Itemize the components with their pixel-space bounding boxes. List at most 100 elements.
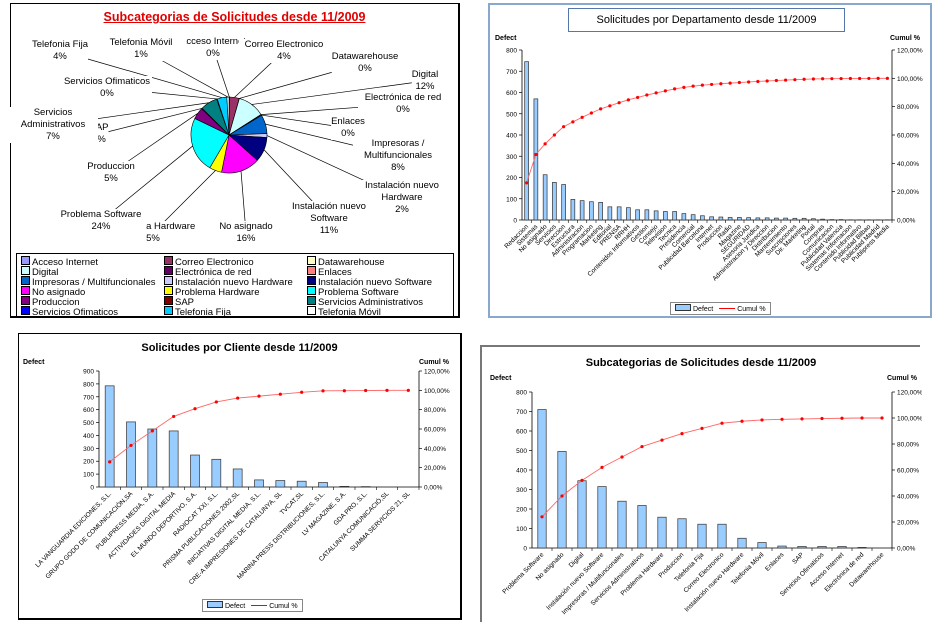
- legend-label: Impresoras / Multifuncionales: [32, 277, 156, 288]
- cumul-marker: [793, 78, 797, 82]
- chart-legend: Defect Cumul %: [670, 302, 771, 315]
- y-tick-label: 700: [506, 69, 517, 76]
- pie-chart-title: Subcategorias de Solicitudes desde 11/20…: [103, 10, 366, 24]
- pie-slice-label: Enlaces 0%: [331, 116, 365, 140]
- slice-name: Telefonia Fija: [32, 39, 88, 50]
- legend-cumul: Cumul %: [737, 306, 766, 313]
- slice-name: No asignado: [219, 221, 273, 232]
- slice-percent: 0%: [396, 104, 410, 115]
- cumul-marker: [867, 76, 871, 81]
- y-tick-label: 100: [516, 526, 527, 533]
- y-tick-label: 0: [513, 218, 517, 225]
- pie-slice-label: Servicios Administrativos 7%: [8, 107, 98, 143]
- cumul-marker: [385, 388, 389, 392]
- pie-slice-label: Telefonia Móvil 1%: [96, 37, 186, 61]
- cumul-marker: [821, 77, 825, 81]
- slice-percent: 24%: [91, 221, 111, 232]
- bar: [537, 409, 547, 549]
- cumul-marker: [848, 76, 852, 81]
- cumul-marker: [858, 76, 862, 81]
- legend-label: Servicios Ofimaticos: [32, 307, 119, 318]
- slice-name: Produccion: [87, 161, 135, 172]
- y-tick-label: 0: [90, 485, 94, 492]
- bar: [757, 542, 767, 549]
- client-chart-panel: 0 100 200 300 400 500 600 700 800 900 0,00% 20,00% 4…: [18, 333, 462, 620]
- bar: [657, 516, 667, 549]
- bar: [727, 217, 733, 221]
- bar: [617, 500, 627, 549]
- cumul-marker: [737, 80, 741, 85]
- y2-tick-label: 80,00%: [897, 104, 919, 111]
- bar: [737, 217, 742, 221]
- bar: [717, 523, 727, 549]
- bar: [672, 211, 677, 221]
- y2-axis-label: Cumul %: [890, 35, 920, 42]
- legend-label: Produccion: [32, 297, 80, 308]
- legend-label: Electrónica de red: [175, 267, 252, 278]
- slice-name: Impresoras / Multifuncionales: [363, 138, 433, 161]
- slice-name: Acceso Internet: [179, 36, 246, 47]
- cumul-marker: [150, 429, 154, 433]
- cumul-marker: [774, 78, 778, 83]
- pie-chart-panel: Subcategorias de Solicitudes desde 11/20…: [8, 3, 460, 318]
- y2-tick-label: 80,00%: [897, 442, 919, 449]
- legend-item: Acceso Internet: [21, 256, 98, 268]
- y-tick-label: 100: [506, 196, 517, 203]
- cumul-marker: [720, 421, 724, 425]
- cumul-marker: [728, 81, 732, 85]
- department-chart-panel: 0 100 200 300 400 500 600 700 800 0,00% 20,00% 40,0…: [488, 3, 932, 318]
- y-tick-label: 800: [516, 390, 527, 397]
- legend-item: Problema Software: [307, 286, 399, 298]
- cumul-marker: [885, 76, 889, 80]
- legend-line-swatch: [251, 605, 268, 606]
- y2-tick-label: 120,00%: [897, 390, 922, 397]
- y-axis-label: Defect: [490, 375, 512, 382]
- cumul-marker: [608, 104, 612, 108]
- y2-tick-label: 60,00%: [424, 427, 446, 434]
- legend-label: Problema Hardware: [175, 287, 260, 298]
- legend-swatch: [21, 256, 30, 265]
- legend-swatch: [164, 266, 173, 275]
- y-tick-label: 200: [506, 175, 517, 182]
- cumul-marker: [747, 80, 751, 84]
- bar: [857, 547, 867, 549]
- x-tick-label: GRUPO GODO DE COMUNICACIÓN,SA: [43, 489, 135, 581]
- cumul-marker: [645, 93, 649, 97]
- legend-item: Impresoras / Multifuncionales: [21, 276, 156, 288]
- slice-percent: 7%: [46, 131, 60, 142]
- cumul-marker: [800, 417, 804, 421]
- bar: [811, 218, 816, 221]
- legend-swatch: [164, 306, 173, 315]
- y-tick-label: 200: [516, 507, 527, 514]
- slice-name: Servicios Ofimaticos: [63, 76, 151, 87]
- y-tick-label: 300: [516, 487, 527, 494]
- slice-name: Instalación nuevo Software: [292, 201, 366, 224]
- y2-tick-label: 120,00%: [897, 48, 923, 55]
- legend-item: Servicios Administrativos: [307, 296, 423, 308]
- y2-tick-label: 60,00%: [897, 133, 919, 140]
- bar: [589, 201, 594, 221]
- cumul-marker: [342, 389, 346, 393]
- bar: [626, 207, 631, 221]
- cumul-marker: [193, 407, 197, 411]
- bar: [607, 206, 613, 221]
- slice-name: Telefonia Móvil: [109, 37, 173, 48]
- pie-slice-label: Correo Electronico 4%: [239, 39, 329, 63]
- legend-bar-swatch: [675, 304, 691, 311]
- cumul-marker: [719, 82, 723, 86]
- pie-slice-label: Electrónica de red 0%: [358, 92, 448, 116]
- chart-legend: Defect Cumul %: [202, 599, 303, 612]
- slice-name: SAP: [89, 122, 109, 133]
- legend-item: Instalación nuevo Hardware: [164, 276, 293, 288]
- legend-item: Telefonia Móvil: [307, 306, 381, 318]
- legend-bar-swatch: [207, 601, 223, 608]
- pie-slice-label: Problema Software 24%: [56, 209, 146, 233]
- cumul-marker: [680, 432, 684, 436]
- y-tick-label: 400: [83, 433, 94, 440]
- y2-tick-label: 120,00%: [424, 369, 450, 376]
- y2-tick-label: 100,00%: [897, 416, 922, 423]
- legend-label: Datawarehouse: [318, 257, 385, 268]
- slice-percent: 0%: [92, 134, 106, 145]
- bar: [697, 523, 707, 549]
- cumul-marker: [600, 465, 604, 469]
